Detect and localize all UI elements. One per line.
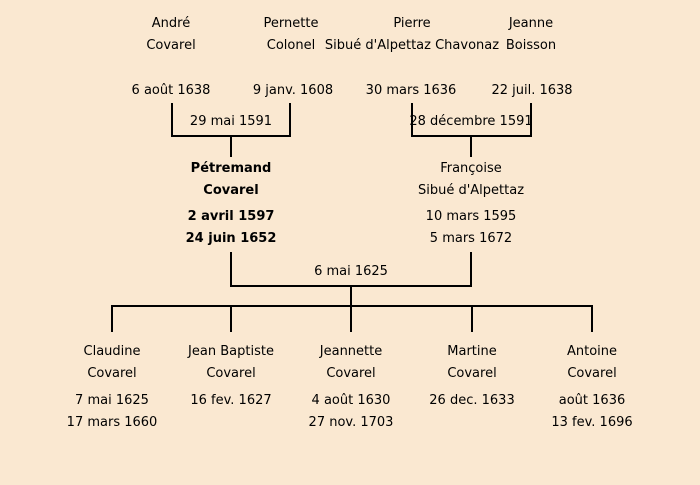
person-antoine-covarel[interactable]: Antoine Covarel xyxy=(567,341,617,385)
person-francoise-sibue[interactable]: Françoise Sibué d'Alpettaz xyxy=(418,158,524,202)
first-name: Pernette xyxy=(263,16,319,31)
last-name: Covarel xyxy=(146,38,196,53)
drop-line-jeannette xyxy=(350,305,352,332)
last-name: Boisson xyxy=(505,38,557,53)
life-dates: 16 fev. 1627 xyxy=(190,390,271,412)
marriage-bracket-andre-pernette xyxy=(171,103,291,137)
descent-line-francoise xyxy=(470,137,472,157)
marriage-date: 28 décembre 1591 xyxy=(409,114,533,129)
person-petremand-covarel[interactable]: Pétremand Covarel xyxy=(191,158,272,202)
drop-line-antoine xyxy=(591,305,593,332)
last-name: Covarel xyxy=(206,366,256,381)
person-andre-covarel[interactable]: André Covarel xyxy=(146,13,195,57)
drop-line-claudine xyxy=(111,305,113,332)
birth-date: 26 dec. 1633 xyxy=(429,393,515,408)
person-claudine-covarel[interactable]: Claudine Covarel xyxy=(84,341,141,385)
person-jean-baptiste-covarel[interactable]: Jean Baptiste Covarel xyxy=(188,341,274,385)
first-name: Jean Baptiste xyxy=(188,344,274,359)
marriage-bracket-pierre-jeanne xyxy=(411,103,532,137)
birth-date: 7 mai 1625 xyxy=(75,393,149,408)
life-dates: 2 avril 1597 24 juin 1652 xyxy=(186,206,277,250)
birth-date: août 1636 xyxy=(558,393,626,408)
death-date: 24 juin 1652 xyxy=(185,231,277,246)
marriage-date: 6 mai 1625 xyxy=(314,264,388,279)
death-date: 6 août 1638 xyxy=(131,83,211,98)
first-name: Claudine xyxy=(83,344,141,359)
last-name: Sibué d'Alpettaz xyxy=(417,183,525,198)
person-pierre-sibue[interactable]: Pierre Sibué d'Alpettaz Chavonaz xyxy=(325,13,499,57)
birth-date: 2 avril 1597 xyxy=(187,209,275,224)
life-dates: 10 mars 1595 5 mars 1672 xyxy=(426,206,517,250)
first-name: Martine xyxy=(447,344,497,359)
last-name: Covarel xyxy=(326,366,376,381)
death-date: 30 mars 1636 xyxy=(365,83,457,98)
last-name: Colonel xyxy=(266,38,316,53)
descent-line-children xyxy=(350,285,352,306)
first-name: Françoise xyxy=(440,161,502,176)
sibling-line xyxy=(111,305,593,307)
person-martine-covarel[interactable]: Martine Covarel xyxy=(447,341,496,385)
life-dates: 26 dec. 1633 xyxy=(429,390,514,412)
first-name: Pierre xyxy=(393,16,431,31)
last-name: Covarel xyxy=(567,366,617,381)
death-date: 22 juil. 1638 xyxy=(491,83,573,98)
last-name: Covarel xyxy=(203,183,259,198)
death-date: 13 fev. 1696 xyxy=(551,415,633,430)
life-dates: 4 août 1630 27 nov. 1703 xyxy=(309,390,394,434)
birth-date: 10 mars 1595 xyxy=(425,209,517,224)
last-name: Sibué d'Alpettaz Chavonaz xyxy=(324,38,500,53)
birth-date: 16 fev. 1627 xyxy=(190,393,272,408)
life-dates: 7 mai 1625 17 mars 1660 xyxy=(67,390,158,434)
first-name: Pétremand xyxy=(190,161,272,176)
first-name: Jeanne xyxy=(508,16,554,31)
marriage-date: 29 mai 1591 xyxy=(189,114,273,129)
first-name: André xyxy=(151,16,191,31)
person-pernette-colonel[interactable]: Pernette Colonel xyxy=(264,13,319,57)
death-date: 17 mars 1660 xyxy=(66,415,158,430)
death-date: 27 nov. 1703 xyxy=(308,415,394,430)
life-dates: août 1636 13 fev. 1696 xyxy=(551,390,632,434)
last-name: Covarel xyxy=(447,366,497,381)
person-jeannette-covarel[interactable]: Jeannette Covarel xyxy=(320,341,382,385)
death-date: 9 janv. 1608 xyxy=(252,83,334,98)
drop-line-martine xyxy=(471,305,473,332)
descent-line-petremand xyxy=(230,137,232,157)
first-name: Antoine xyxy=(566,344,618,359)
death-date: 5 mars 1672 xyxy=(429,231,513,246)
drop-line-jean-baptiste xyxy=(230,305,232,332)
last-name: Covarel xyxy=(87,366,137,381)
birth-date: 4 août 1630 xyxy=(311,393,391,408)
person-jeanne-boisson[interactable]: Jeanne Boisson xyxy=(506,13,556,57)
first-name: Jeannette xyxy=(319,344,383,359)
